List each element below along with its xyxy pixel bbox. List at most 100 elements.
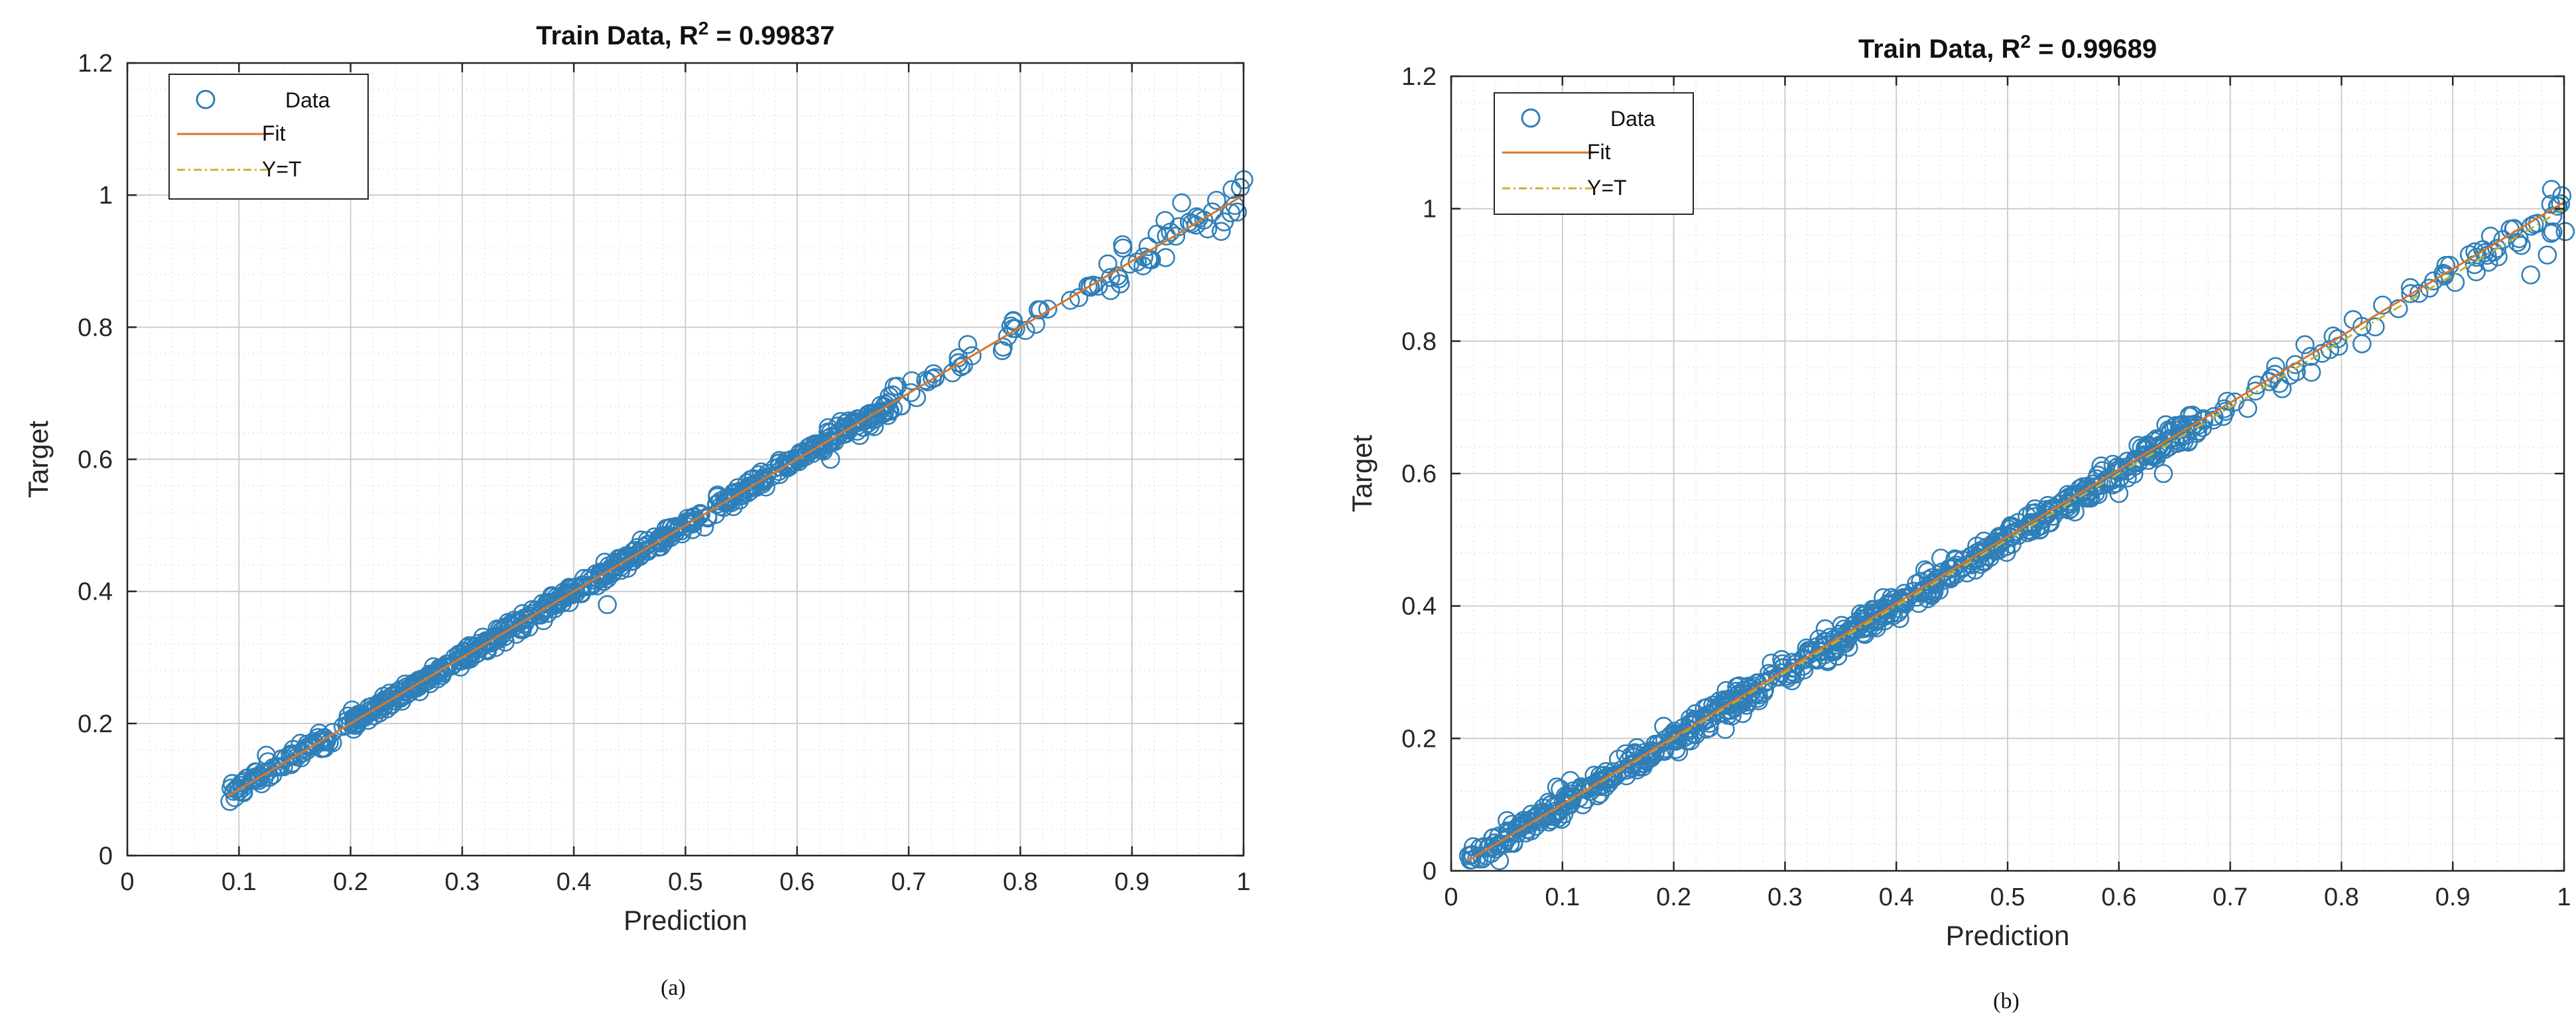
data-point: [683, 507, 703, 527]
data-point: [1703, 703, 1722, 722]
data-point: [2521, 265, 2540, 285]
y-axis-label-b: Target: [1346, 434, 1378, 512]
data-point: [1609, 749, 1628, 769]
data-point: [1001, 316, 1021, 336]
x-tick-label: 0.3: [444, 868, 480, 896]
data-point: [2109, 484, 2129, 503]
data-point: [901, 383, 921, 403]
data-point: [2286, 355, 2305, 375]
data-point: [2183, 405, 2202, 425]
data-point: [1762, 665, 1781, 685]
data-point: [883, 399, 903, 419]
data-point: [2473, 240, 2492, 259]
data-point: [2475, 243, 2494, 263]
data-point: [1773, 658, 1792, 678]
data-point: [290, 734, 310, 753]
data-point: [1772, 650, 1791, 669]
data-point: [1931, 548, 1951, 568]
data-point: [1692, 709, 1711, 728]
x-tick-label: 0.3: [1768, 883, 1803, 911]
x-tick-label: 0.1: [1545, 883, 1580, 911]
y-tick-label: 0.4: [1401, 593, 1437, 621]
data-point: [220, 792, 240, 811]
markers-a: [220, 170, 1254, 811]
x-tick-label: 0.7: [2213, 883, 2248, 911]
data-point: [1189, 208, 1208, 228]
data-point: [2125, 452, 2144, 472]
data-point: [1665, 725, 1685, 745]
data-point: [1156, 248, 1175, 267]
x-axis-label-b: Prediction: [1946, 920, 2070, 951]
x-tick-label: 1: [2557, 883, 2571, 911]
data-point: [2055, 490, 2074, 510]
data-point: [572, 575, 592, 595]
chart-panel-b: 0 0.1 0.2 0.3 0.4 0.5 0.6 0.7 0.8 0.9 1 0 0.2 0.4 0.6 0…: [1346, 31, 2575, 1013]
y-tick-label: 1.2: [78, 50, 113, 78]
data-point: [257, 745, 276, 765]
data-point: [1581, 777, 1601, 796]
data-point: [1641, 747, 1661, 767]
chart-title-a: Train Data, R2 = 0.99837: [536, 18, 834, 51]
legend-label-data-b: Data: [1610, 107, 1655, 131]
x-tick-label: 0: [120, 868, 134, 896]
legend-label-fit-b: Fit: [1587, 140, 1611, 164]
data-point: [1228, 202, 1247, 222]
x-tick-label: 0.8: [1003, 868, 1038, 896]
data-point: [2320, 340, 2340, 359]
x-tick-label: 0: [1444, 883, 1458, 911]
data-point: [1166, 226, 1186, 246]
data-point: [532, 600, 552, 619]
data-point: [2401, 284, 2420, 304]
x-tick-label: 1: [1236, 868, 1250, 896]
data-point: [878, 406, 897, 425]
panel-label-a: (a): [661, 976, 686, 1000]
data-point: [1222, 180, 1242, 200]
data-point: [314, 732, 334, 751]
data-point: [1545, 796, 1565, 816]
data-point: [1511, 818, 1530, 838]
data-point: [2265, 365, 2285, 384]
legend-label-ident-b: Y=T: [1587, 176, 1627, 200]
data-point: [1101, 281, 1120, 300]
data-point: [2301, 362, 2321, 382]
data-point: [224, 781, 243, 801]
data-point: [814, 432, 834, 452]
y-axis-label-a: Target: [23, 420, 54, 498]
data-point: [1673, 718, 1693, 738]
legend-label-ident-a: Y=T: [262, 157, 302, 181]
panel-label-b: (b): [1993, 989, 2020, 1013]
y-tick-label: 1.2: [1401, 63, 1437, 91]
data-point: [2352, 334, 2372, 354]
identity-line: [1467, 208, 2565, 862]
x-tick-label: 0.6: [779, 868, 814, 896]
data-point: [2548, 196, 2568, 216]
data-point: [609, 548, 628, 568]
y-tick-label: 0.6: [78, 446, 113, 474]
data-point: [2434, 266, 2454, 286]
data-point: [281, 746, 300, 765]
x-tick-label: 0.5: [1990, 883, 2026, 911]
data-point: [1113, 235, 1132, 255]
data-point: [948, 353, 968, 373]
x-tick-label: 0.7: [891, 868, 927, 896]
legend-box-a: [168, 74, 369, 200]
data-point: [2295, 335, 2315, 355]
legend-marker-data-a: [196, 90, 216, 109]
data-point: [370, 703, 389, 723]
data-point: [2538, 245, 2557, 265]
data-point: [1602, 766, 1621, 786]
data-point: [534, 611, 553, 631]
data-point: [2467, 262, 2486, 282]
data-point: [1098, 254, 1118, 274]
data-point: [2023, 513, 2042, 533]
data-point: [958, 335, 978, 354]
x-tick-label: 0.4: [1879, 883, 1914, 911]
data-point: [1846, 620, 1866, 640]
data-point: [439, 654, 459, 674]
ticks-b: 0 0.1 0.2 0.3 0.4 0.5 0.6 0.7 0.8 0.9 1 0 0.2 0.4 0.6 0…: [1401, 63, 2571, 911]
data-point: [2059, 493, 2079, 513]
x-tick-label: 0.9: [2435, 883, 2471, 911]
y-tick-label: 0.6: [1401, 460, 1437, 488]
data-point: [476, 633, 495, 652]
data-point: [661, 528, 680, 547]
